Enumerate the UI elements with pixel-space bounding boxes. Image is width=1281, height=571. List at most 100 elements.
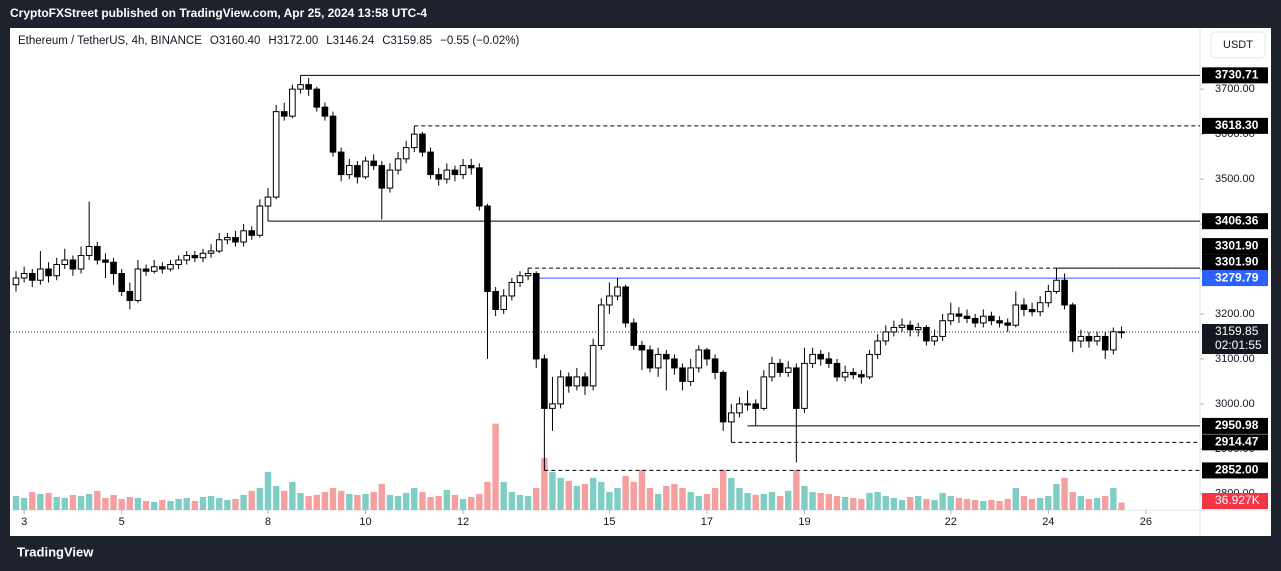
volume-bar: [801, 485, 808, 510]
candle-body: [1093, 335, 1101, 342]
candle-body: [890, 326, 898, 333]
volume-bar: [581, 483, 589, 510]
volume-bar: [476, 493, 483, 510]
candle-body: [37, 268, 44, 281]
volume-bar: [768, 491, 776, 510]
volume-bar: [85, 493, 93, 510]
volume-bar: [346, 493, 353, 510]
candle-body: [28, 272, 36, 281]
candle-body: [614, 286, 621, 297]
candle-body: [110, 261, 117, 274]
y-tick-label: 3000.00: [1215, 398, 1255, 410]
currency-label[interactable]: USDT: [1223, 39, 1253, 51]
candle-body: [272, 111, 280, 198]
volume-bar: [321, 491, 329, 510]
candle-body: [809, 353, 816, 364]
volume-bar: [240, 494, 247, 510]
candle-body: [557, 376, 564, 405]
volume-bar: [963, 498, 971, 510]
countdown-label: 02:01:55: [1215, 338, 1262, 352]
level-label: 3301.90: [1215, 254, 1259, 268]
volume-bar: [809, 491, 816, 510]
candle-body: [1110, 331, 1117, 351]
candle-body: [118, 272, 125, 292]
candle-body: [256, 205, 264, 236]
volume-bar: [915, 495, 922, 510]
candle-body: [394, 158, 402, 171]
volume-bar: [598, 481, 605, 510]
x-tick-label: 22: [945, 516, 957, 528]
candle-body: [793, 367, 800, 409]
candle-body: [695, 349, 703, 369]
volume-bar: [760, 493, 768, 510]
candle-body: [719, 371, 727, 423]
candle-body: [914, 326, 922, 331]
candle-body: [484, 205, 491, 292]
volume-bar: [61, 497, 68, 510]
candle-body: [541, 358, 548, 409]
volume-bar: [492, 423, 499, 510]
candle-body: [134, 268, 142, 301]
volume-bar: [630, 481, 637, 510]
candle-body: [289, 88, 296, 117]
volume-bar: [646, 487, 654, 510]
volume-bar: [289, 481, 296, 510]
currency-button[interactable]: [1210, 31, 1266, 59]
volume-bar: [833, 495, 841, 510]
volume-bar: [890, 497, 898, 510]
volume-bar: [248, 490, 255, 510]
publisher: CryptoFXStreet published on TradingView.…: [10, 6, 427, 20]
candle-body: [581, 376, 589, 387]
level-label-box: [1202, 254, 1268, 271]
volume-bar: [20, 497, 28, 510]
volume-bar: [199, 496, 207, 510]
candle-body: [215, 239, 223, 252]
volume-bar: [1036, 497, 1044, 510]
candle-body: [833, 362, 841, 378]
candle-body: [77, 255, 85, 270]
volume-bar: [411, 487, 418, 510]
level-label-box: [1202, 462, 1268, 479]
volume-bar: [541, 457, 548, 510]
candle-body: [337, 151, 345, 176]
volume-bar: [516, 494, 524, 510]
level-label-box: [1202, 270, 1268, 287]
candle-body: [191, 255, 199, 259]
candle-body: [321, 106, 329, 117]
volume-bar: [224, 499, 231, 510]
candle-body: [939, 320, 946, 337]
level-label: 2852.00: [1215, 463, 1259, 477]
x-tick-label: 15: [603, 516, 615, 528]
volume-bar: [272, 485, 280, 510]
volume-bar: [687, 491, 694, 510]
volume-bar: [898, 499, 906, 510]
candle-body: [354, 165, 361, 178]
candle-body: [61, 259, 69, 266]
volume-bar: [1102, 495, 1109, 510]
candle-body: [386, 169, 394, 189]
volume-label: 36.927K: [1215, 493, 1260, 507]
candle-body: [427, 151, 434, 176]
legend-close: C3159.85: [382, 35, 432, 47]
candle-body: [345, 165, 353, 176]
candle-body: [606, 295, 613, 306]
volume-bar: [508, 491, 516, 510]
candle-body: [947, 313, 955, 322]
volume-bar: [362, 493, 369, 510]
candle-body: [362, 160, 369, 178]
candle-body: [573, 376, 581, 387]
candle-body: [280, 111, 288, 117]
volume-bar: [589, 477, 597, 510]
volume-bar: [1004, 498, 1011, 510]
volume-bar: [980, 500, 987, 510]
volume-bar: [305, 495, 312, 510]
volume-bar: [711, 487, 719, 510]
candle-body: [923, 326, 930, 342]
volume-bar: [931, 499, 938, 510]
volume-bar: [354, 494, 361, 510]
volume-bar: [533, 487, 540, 510]
candle-body: [898, 324, 906, 328]
candle-body: [85, 246, 93, 257]
volume-bar: [679, 487, 686, 510]
volume-bar: [37, 493, 44, 510]
